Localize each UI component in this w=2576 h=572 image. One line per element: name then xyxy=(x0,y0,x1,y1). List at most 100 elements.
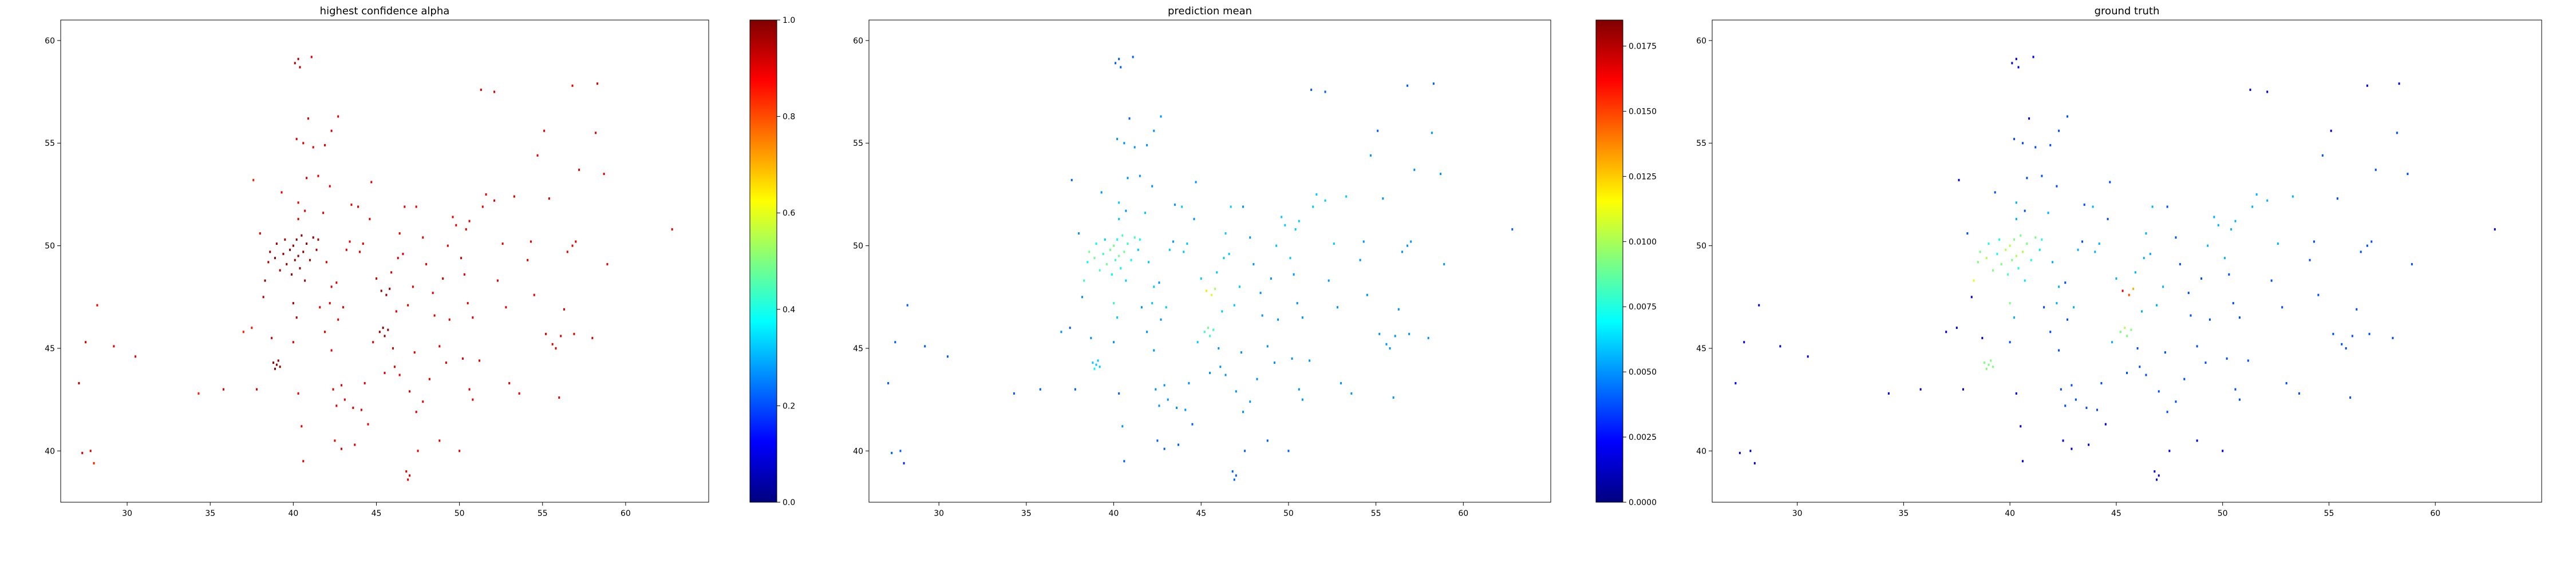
data-point xyxy=(1086,261,1089,264)
data-point xyxy=(402,252,404,255)
data-point xyxy=(1753,462,1756,464)
data-point xyxy=(2006,273,2009,276)
data-point xyxy=(259,232,261,235)
data-point xyxy=(2154,470,2156,473)
data-point xyxy=(96,304,98,307)
data-point xyxy=(2066,318,2068,321)
data-point xyxy=(1181,205,1183,208)
plot-frame xyxy=(60,19,709,503)
data-point xyxy=(1958,178,1960,181)
data-point xyxy=(2028,117,2030,120)
data-point xyxy=(286,263,288,265)
data-point xyxy=(1443,263,1445,265)
data-point xyxy=(1312,205,1314,208)
data-point xyxy=(1281,216,1283,219)
y-tick-label: 40 xyxy=(45,447,55,456)
data-point xyxy=(1113,341,1115,344)
data-point xyxy=(1195,181,1197,184)
data-point xyxy=(1287,450,1290,452)
data-point xyxy=(2222,450,2224,452)
x-tick-label: 40 xyxy=(288,509,298,518)
data-point xyxy=(1115,62,1117,65)
data-point xyxy=(2013,138,2016,141)
data-point xyxy=(1966,232,1969,235)
data-point xyxy=(1413,168,1416,171)
data-point xyxy=(1962,388,1964,391)
data-point xyxy=(341,447,343,450)
data-point xyxy=(407,304,409,307)
data-point xyxy=(2058,349,2060,352)
data-point xyxy=(1039,388,1041,391)
data-point xyxy=(1196,341,1199,344)
data-point xyxy=(2175,236,2177,239)
data-point xyxy=(2100,382,2103,384)
data-point xyxy=(887,382,890,384)
data-point xyxy=(946,355,949,358)
data-point xyxy=(2392,337,2394,340)
data-point xyxy=(1133,146,1136,149)
data-point xyxy=(1013,392,1015,395)
data-point xyxy=(1955,327,1958,329)
data-point xyxy=(903,462,905,464)
y-tick-label: 40 xyxy=(853,447,863,456)
data-point xyxy=(1238,285,1240,288)
data-point xyxy=(1120,267,1122,270)
data-point xyxy=(1427,337,1429,340)
data-point xyxy=(387,328,389,331)
colorbar-tick-label: 1.0 xyxy=(783,16,795,25)
data-point xyxy=(1125,209,1127,212)
data-point xyxy=(2398,82,2400,85)
data-point xyxy=(1148,261,1150,264)
data-point xyxy=(2020,234,2022,237)
data-point xyxy=(2270,279,2273,282)
data-point xyxy=(2238,316,2241,319)
data-point xyxy=(1970,296,1973,299)
data-point xyxy=(329,185,331,188)
data-point xyxy=(1228,252,1230,255)
data-point xyxy=(924,345,926,348)
data-point xyxy=(1807,355,1809,358)
data-point xyxy=(2226,357,2228,360)
data-point xyxy=(1324,90,1326,93)
data-point xyxy=(518,392,520,395)
data-point xyxy=(478,359,480,362)
data-point xyxy=(1336,306,1338,309)
data-point xyxy=(2073,306,2075,309)
colorbar-tick-label: 0.0050 xyxy=(1629,368,1657,377)
data-point xyxy=(1233,304,1235,307)
data-point xyxy=(301,234,303,237)
data-point xyxy=(398,232,401,235)
data-point xyxy=(324,144,326,146)
data-point xyxy=(2096,408,2098,411)
colorbar-tick-label: 0.0025 xyxy=(1629,433,1657,442)
data-point xyxy=(1151,302,1153,305)
data-point xyxy=(1155,388,1157,391)
data-point xyxy=(543,129,546,132)
data-point xyxy=(1270,277,1272,280)
data-point xyxy=(1218,347,1220,349)
colorbar-tick-label: 0.8 xyxy=(783,113,795,122)
data-point xyxy=(367,423,369,426)
data-point xyxy=(2034,146,2037,149)
data-point xyxy=(1224,374,1227,376)
data-point xyxy=(2088,443,2090,446)
colorbar-frame xyxy=(1595,19,1623,503)
data-point xyxy=(1223,257,1225,260)
data-point xyxy=(2166,205,2168,208)
data-point xyxy=(1100,191,1103,194)
data-point xyxy=(2360,251,2362,253)
data-point xyxy=(1146,144,1148,146)
data-point xyxy=(1324,199,1326,202)
x-tick-label: 35 xyxy=(1021,509,1032,518)
data-point xyxy=(2071,447,2073,450)
y-tick-label: 45 xyxy=(1696,344,1706,353)
data-point xyxy=(1116,316,1119,319)
x-tick-label: 30 xyxy=(934,509,944,518)
x-tick-label: 35 xyxy=(1898,509,1909,518)
data-point xyxy=(1203,331,1206,333)
data-point xyxy=(530,240,532,243)
data-point xyxy=(2026,243,2028,245)
data-point xyxy=(591,337,594,340)
data-point xyxy=(1394,335,1396,337)
